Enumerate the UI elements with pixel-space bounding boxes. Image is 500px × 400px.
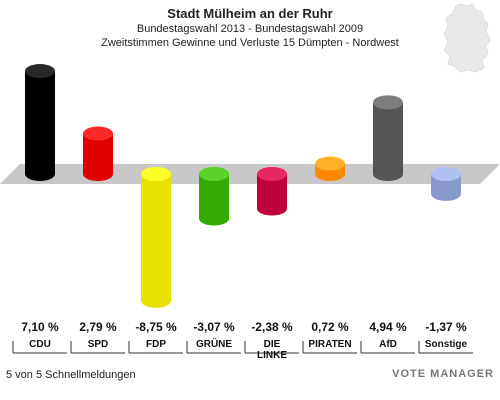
bar-sonstige: [431, 167, 461, 201]
category-label: SPD: [87, 339, 109, 350]
category-label: PIRATEN: [308, 339, 352, 350]
chart-header: Stadt Mülheim an der Ruhr Bundestagswahl…: [0, 6, 500, 50]
value-label: -2,38 %: [251, 320, 293, 334]
value-label: 7,10 %: [21, 320, 59, 334]
chart-description: Zweitstimmen Gewinne und Verluste 15 Düm…: [101, 37, 399, 49]
germany-map-icon: [443, 3, 491, 73]
bar-cdu: [25, 64, 55, 181]
value-label: 4,94 %: [369, 320, 407, 334]
bar-piraten: [315, 156, 345, 181]
bar-die-linke: [257, 167, 287, 216]
category-label: FDP: [146, 339, 166, 350]
category-label: Sonstige: [424, 339, 468, 350]
value-label: 2,79 %: [79, 320, 117, 334]
value-label: -1,37 %: [425, 320, 467, 334]
value-label: -8,75 %: [135, 320, 177, 334]
bar-fdp: [141, 167, 171, 308]
bar-afd: [373, 95, 403, 181]
category-label: AfD: [379, 339, 397, 350]
category-label: DIE LINKE: [257, 339, 287, 361]
status-footer: 5 von 5 Schnellmeldungen: [6, 369, 136, 381]
bar-grüne: [199, 167, 229, 226]
category-label: GRÜNE: [195, 339, 233, 350]
value-label: -3,07 %: [193, 320, 235, 334]
category-label: CDU: [29, 339, 51, 350]
bar-spd: [83, 126, 113, 181]
brand-logo: VOTE MANAGER: [392, 368, 494, 380]
chart-title: Stadt Mülheim an der Ruhr: [167, 6, 333, 21]
chart-subtitle: Bundestagswahl 2013 - Bundestagswahl 200…: [136, 23, 364, 35]
value-label: 0,72 %: [311, 320, 349, 334]
